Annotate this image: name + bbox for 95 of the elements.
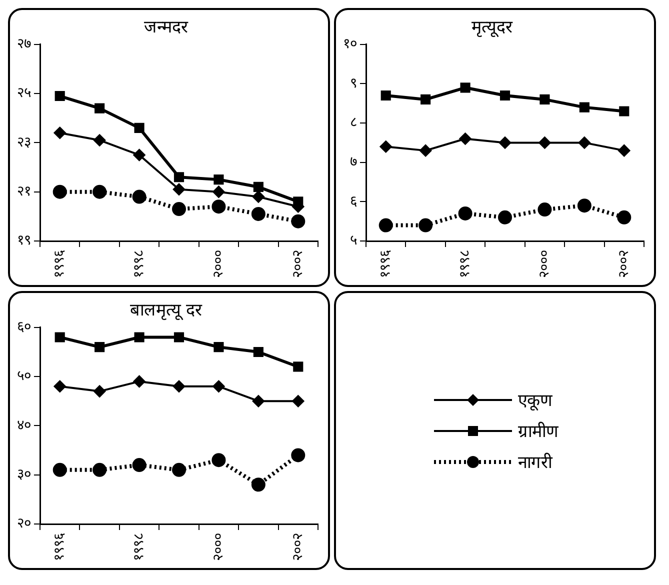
y-tick-label: ९ [350,75,357,92]
x-tick-label: १९९६ [52,250,68,278]
y-tick-label: २३ [17,134,31,150]
point [133,148,146,161]
x-tick-label: २००२ [290,533,306,561]
y-tick-label: २१ [17,183,31,200]
point [132,190,146,204]
point [418,218,433,232]
point [291,214,306,228]
x-tick-label: १९९६ [378,250,394,278]
point [420,94,431,104]
point [174,332,184,342]
chart-title: मृत्यूदर [472,18,514,38]
y-tick-label: ६० [17,319,31,336]
y-tick-label: ३० [17,466,31,482]
y-tick-label: ७ [350,154,357,170]
point [420,144,432,157]
point [134,332,144,342]
y-tick-label: २५ [17,85,31,102]
point [291,448,306,462]
point [617,210,632,224]
point [578,136,590,149]
point [252,190,264,203]
y-tick-label: २७ [17,36,31,52]
point [172,462,186,477]
y-tick-label: ५ [350,232,357,249]
point [253,346,264,358]
point [380,140,392,153]
point [174,172,184,182]
point [577,198,592,213]
point [380,90,391,101]
point [54,90,65,102]
point [134,122,144,133]
y-tick-label: ६ [350,193,357,210]
point [498,210,512,224]
point [212,186,225,198]
x-tick-label: २००२ [616,250,632,278]
chart-title: बालमृत्यू दर [130,300,204,321]
point [459,132,472,145]
x-tick-label: १९९८ [456,250,473,278]
point [212,453,226,468]
point [458,206,472,220]
point [54,332,65,342]
x-tick-label: २००० [210,250,226,278]
point [212,380,225,392]
point [92,462,107,477]
x-tick-label: १९९८ [130,250,147,278]
y-tick-label: १० [343,36,357,52]
point [618,144,630,157]
point [54,380,66,392]
point [579,102,590,112]
y-tick-label: ५० [17,368,31,384]
x-tick-label: २००० [536,250,552,278]
point [214,342,224,352]
x-tick-label: २००० [210,533,226,561]
point [214,174,224,185]
point [500,90,510,101]
point [499,136,511,149]
point [94,342,105,352]
point [378,218,393,232]
y-tick-label: २० [17,516,31,532]
point [252,395,264,408]
point [540,94,550,104]
point [251,206,266,221]
point [293,362,304,372]
point [94,385,106,398]
point [172,202,186,216]
point [460,82,470,93]
point [292,395,304,408]
point [173,380,185,392]
x-tick-label: २००२ [290,250,306,278]
point [251,478,266,492]
point [54,126,66,139]
point [52,184,67,199]
y-tick-label: १९ [17,232,31,249]
point [92,184,107,199]
y-tick-label: ८ [350,114,357,131]
point [132,458,146,472]
point [212,200,226,214]
y-tick-label: ४० [17,417,31,434]
chart-title: जन्मदर [144,18,189,38]
point [173,183,185,196]
legend-label: नागरी [518,452,552,473]
point [619,106,630,116]
point [253,182,264,192]
point [133,375,146,388]
point [538,202,552,217]
legend-label: ग्रामीण [518,420,558,442]
point [538,136,551,149]
point [94,134,106,146]
x-tick-label: १९९८ [130,533,147,561]
point [94,103,105,114]
point [52,462,67,477]
legend-label: एकूण [518,390,552,411]
x-tick-label: १९९६ [52,533,68,561]
